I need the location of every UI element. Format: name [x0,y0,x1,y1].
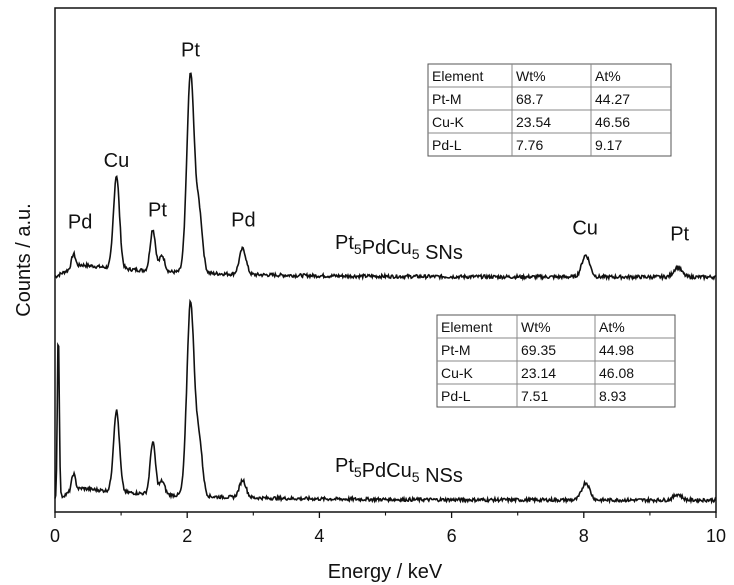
peak-label: Pt [148,200,167,222]
table-header-cell: At% [595,68,621,84]
table-cell: 9.17 [595,137,622,153]
peak-annotations: Pd Cu Pt Pt Pd Cu Pt [68,39,690,245]
table-cell: 44.98 [599,342,634,358]
table-header-cell: Element [441,319,492,335]
series-label-1: Pt5PdCu5 SNs [335,232,463,264]
peak-label: Pd [68,212,92,234]
table-header-cell: At% [599,319,625,335]
composition-table-2: Element Wt% At% Pt-M 69.35 44.98 Cu-K 23.14 46.0… [436,314,676,408]
x-tick-label: 4 [314,526,324,546]
table-cell: 46.56 [595,114,630,130]
peak-label: Pt [670,223,689,245]
composition-table-1: Element Wt% At% Pt-M 68.7 44.27 Cu-K 23.54 46.56… [427,63,672,157]
peak-label: Pd [231,210,255,232]
table-cell: 69.35 [521,342,556,358]
table-cell: Pt-M [432,91,462,107]
x-tick-label: 2 [182,526,192,546]
table-cell: Pd-L [432,137,462,153]
series-labels: Pt5PdCu5 SNs Pt5PdCu5 NSs [335,232,463,487]
peak-label: Cu [572,217,598,239]
table-cell: 23.14 [521,365,556,381]
x-tick-label: 10 [706,526,726,546]
spectrum-line-1 [54,72,717,282]
peak-label: Cu [104,150,130,172]
table-cell: Cu-K [441,365,474,381]
table-cell: Pd-L [441,388,471,404]
x-tick-label: 8 [579,526,589,546]
y-axis-title: Counts / a.u. [13,203,35,316]
table-cell: 44.27 [595,91,630,107]
table-header-cell: Element [432,68,483,84]
x-tick-label: 6 [447,526,457,546]
table-cell: 7.76 [516,137,543,153]
table-cell: 46.08 [599,365,634,381]
x-axis: 0 2 4 6 8 10 [50,512,726,546]
composition-tables: Element Wt% At% Pt-M 68.7 44.27 Cu-K 23.54 46.56… [427,63,676,408]
x-axis-title: Energy / keV [328,561,443,583]
series-label-2: Pt5PdCu5 NSs [335,455,463,487]
table-cell: Cu-K [432,114,465,130]
x-tick-label: 0 [50,526,60,546]
table-cell: 7.51 [521,388,548,404]
table-header-cell: Wt% [521,319,551,335]
spectrum-line-2 [54,298,717,505]
spectrum-traces [54,72,717,505]
peak-label: Pt [181,39,200,61]
table-cell: Pt-M [441,342,471,358]
table-cell: 68.7 [516,91,543,107]
table-cell: 23.54 [516,114,551,130]
table-header-cell: Wt% [516,68,546,84]
table-cell: 8.93 [599,388,626,404]
